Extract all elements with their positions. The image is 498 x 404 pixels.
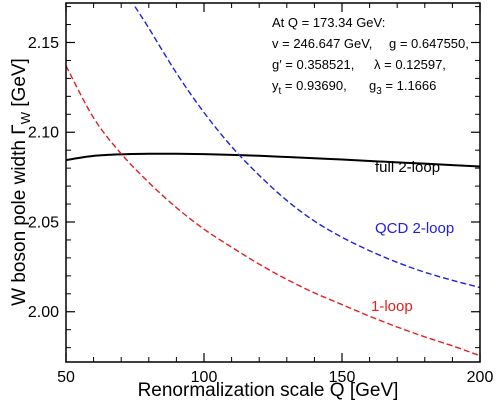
y-tick-label-2: 2.10 [28,125,59,142]
annotation-line-4b: g3 = 1.1666 [369,78,436,97]
annotation-line-3b: λ = 0.12597, [374,57,446,72]
series-line-qcd-2-loop [134,6,480,289]
annotation-line-2a: v = 246.647 GeV, [272,36,372,51]
x-axis-title: Renormalization scale Q [GeV] [138,380,399,401]
annotation-line-4a: yt = 0.93690, [272,78,347,97]
x-tick-label-200: 200 [467,369,494,386]
ticks-layer: 50 100 150 200 2.00 2.05 2.10 2.15 [28,3,494,386]
series-label-1-loop: 1-loop [371,298,413,315]
parameter-annotation: At Q = 173.34 GeV: v = 246.647 GeV, g = … [272,15,469,97]
series-layer [66,6,480,357]
annotation-line-1: At Q = 173.34 GeV: [272,15,385,30]
y-axis-title: W boson pole width ΓW [GeV] [9,58,33,306]
y-tick-label-3: 2.15 [28,35,59,52]
series-line-1-loop [66,65,480,357]
plot-frame [65,2,481,363]
x-tick-label-100: 100 [191,369,218,386]
series-label-full-2-loop: full 2-loop [375,159,440,176]
series-label-qcd-2-loop: QCD 2-loop [375,220,454,237]
annotation-line-3a: g′ = 0.358521, [272,57,354,72]
y-tick-label-1: 2.05 [28,214,59,231]
annotation-line-2b: g = 0.647550, [389,36,469,51]
x-tick-label-150: 150 [329,369,356,386]
y-tick-label-0: 2.00 [28,304,59,321]
x-tick-label-50: 50 [57,369,75,386]
series-line-full-2-loop [66,152,480,168]
